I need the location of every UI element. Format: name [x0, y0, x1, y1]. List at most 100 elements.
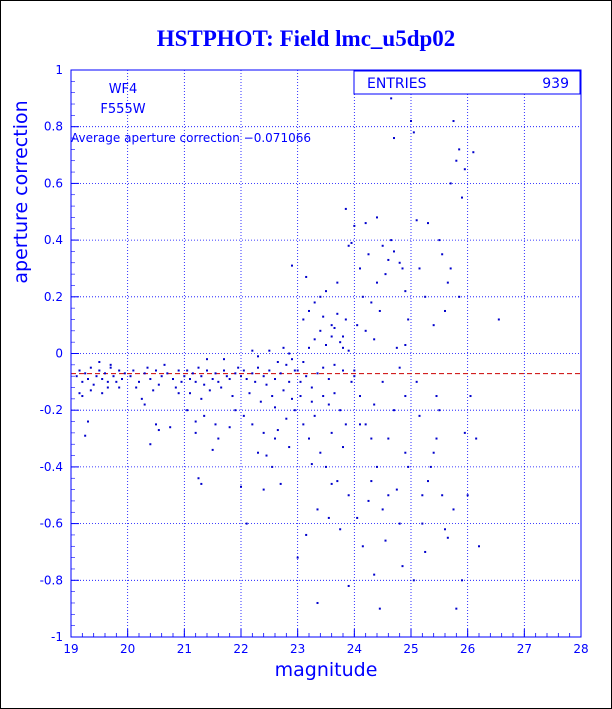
data-point — [330, 324, 333, 327]
data-point — [390, 97, 393, 100]
data-point — [245, 522, 248, 525]
data-point — [242, 369, 245, 372]
data-point — [325, 465, 327, 468]
data-point — [336, 281, 339, 284]
data-point — [344, 207, 347, 210]
data-point — [424, 550, 427, 553]
data-point — [429, 465, 432, 468]
data-point — [183, 375, 186, 378]
data-point — [149, 443, 152, 446]
data-point — [279, 372, 282, 375]
data-point — [461, 196, 463, 199]
y-axis-ticks: -1 -0.8 -0.6 -0.4 -0.2 0 0.2 0.4 0.6 0.8 1 — [40, 63, 79, 644]
data-point — [333, 392, 336, 395]
data-point — [330, 431, 333, 434]
data-point — [257, 451, 259, 454]
data-point — [313, 414, 316, 417]
data-point — [444, 309, 446, 312]
data-point — [381, 244, 384, 247]
data-point — [401, 565, 404, 568]
data-point — [155, 369, 157, 372]
data-point — [376, 216, 378, 219]
data-point — [262, 431, 265, 434]
data-point — [370, 301, 373, 304]
data-point — [104, 372, 106, 375]
filter-annotation: F555W — [100, 102, 145, 117]
data-point — [390, 239, 393, 242]
data-point — [373, 573, 376, 576]
data-point — [248, 392, 251, 395]
data-point — [118, 369, 121, 372]
data-point — [282, 346, 285, 349]
data-point — [157, 429, 160, 432]
data-point — [327, 378, 330, 381]
data-point — [393, 250, 395, 253]
data-point — [316, 508, 319, 511]
data-point — [206, 358, 208, 361]
data-point — [121, 378, 123, 381]
data-point — [291, 358, 293, 361]
data-point — [118, 386, 121, 389]
data-point — [350, 380, 353, 383]
data-point — [370, 480, 373, 483]
data-point — [214, 372, 217, 375]
data-point — [132, 369, 135, 372]
data-point — [361, 295, 364, 298]
data-point — [325, 343, 327, 346]
x-axis-label: magnitude — [275, 659, 378, 681]
data-point — [393, 409, 395, 412]
data-point — [367, 253, 370, 256]
data-point — [359, 395, 361, 398]
data-point — [106, 380, 109, 383]
data-point — [364, 329, 367, 332]
data-point — [197, 477, 200, 480]
data-point — [217, 437, 220, 440]
data-points — [75, 97, 500, 610]
data-point — [242, 414, 245, 417]
data-point — [259, 400, 262, 403]
data-point — [427, 222, 429, 225]
data-point — [376, 465, 378, 468]
data-point — [438, 409, 441, 412]
data-point — [407, 318, 410, 321]
data-point — [78, 369, 81, 372]
data-point — [228, 378, 231, 381]
data-point — [203, 414, 206, 417]
data-point — [305, 375, 308, 378]
data-point — [138, 380, 140, 383]
data-point — [293, 369, 296, 372]
data-point — [276, 361, 279, 364]
data-point — [251, 372, 254, 375]
data-point — [194, 380, 197, 383]
data-point — [251, 423, 254, 426]
data-point — [452, 508, 455, 511]
stats-entries-label: ENTRIES — [367, 76, 427, 92]
x-tick-label: 22 — [233, 642, 248, 656]
data-point — [325, 290, 327, 293]
data-point — [268, 349, 271, 352]
data-point — [234, 409, 237, 412]
data-point — [211, 448, 214, 451]
data-point — [285, 417, 288, 420]
data-point — [302, 361, 305, 364]
data-point — [152, 389, 155, 392]
y-tick-label: 0.8 — [44, 120, 63, 134]
data-point — [206, 369, 208, 372]
data-point — [472, 151, 475, 154]
data-point — [268, 369, 271, 372]
data-point — [143, 403, 146, 406]
data-point — [274, 437, 276, 440]
data-point — [427, 480, 429, 483]
data-point — [387, 258, 390, 261]
data-point — [89, 389, 92, 392]
data-point — [254, 380, 257, 383]
data-point — [353, 375, 356, 378]
x-axis-ticks: 19 20 21 22 23 24 25 26 27 28 — [63, 629, 589, 656]
y-tick-label: -0.6 — [40, 517, 63, 531]
data-point — [189, 392, 191, 395]
data-point — [155, 423, 157, 426]
data-point — [475, 437, 478, 440]
data-point — [322, 395, 325, 398]
data-point — [342, 346, 344, 349]
x-tick-label: 24 — [347, 642, 362, 656]
